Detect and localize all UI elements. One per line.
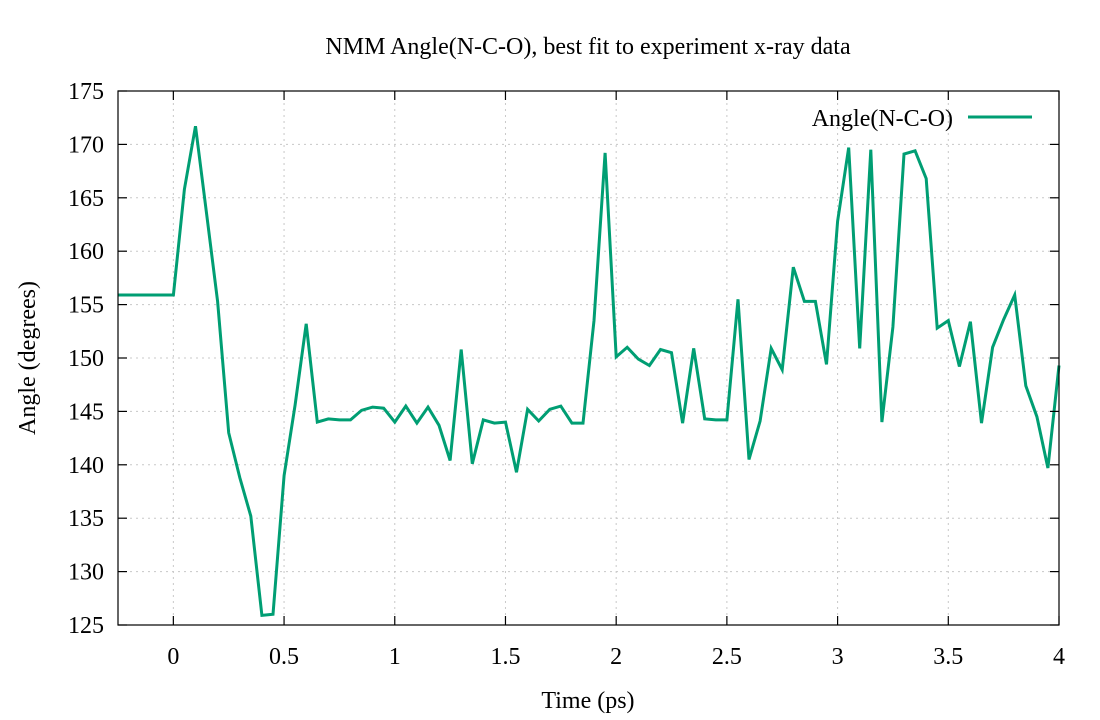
x-tick-label: 0 — [167, 644, 179, 670]
x-axis-label: Time (ps) — [541, 688, 634, 714]
grid — [118, 91, 1060, 625]
legend-label: Angle(N-C-O) — [812, 106, 953, 132]
y-tick-label: 125 — [68, 613, 104, 639]
series-line — [118, 125, 1061, 618]
y-tick-label: 175 — [68, 79, 104, 105]
x-tick-label: 3.5 — [933, 644, 963, 670]
x-tick-label: 1 — [389, 644, 401, 670]
y-tick-label: 135 — [68, 506, 104, 532]
series-layer — [118, 125, 1061, 618]
y-tick-label: 165 — [68, 186, 104, 212]
y-axis-label: Angle (degrees) — [15, 281, 41, 435]
y-tick-label: 160 — [68, 239, 104, 265]
y-tick-label: 145 — [68, 399, 104, 425]
chart-title: NMM Angle(N-C-O), best fit to experiment… — [325, 34, 851, 60]
y-tick-label: 155 — [68, 293, 104, 319]
y-tick-label: 150 — [68, 346, 104, 372]
x-tick-label: 1.5 — [490, 644, 520, 670]
axis-ticks — [118, 90, 1060, 626]
x-tick-label: 2.5 — [712, 644, 742, 670]
y-tick-label: 170 — [68, 132, 104, 158]
x-tick-label: 3 — [832, 644, 844, 670]
y-tick-label: 130 — [68, 560, 104, 586]
x-tick-label: 2 — [610, 644, 622, 670]
axis-tick-labels: 0 0.5 1 1.5 2 2.5 3 3.5 4 125 130 135 140 145 150 155 16… — [68, 79, 1065, 670]
y-tick-label: 140 — [68, 453, 104, 479]
x-tick-label: 0.5 — [269, 644, 299, 670]
legend: Angle(N-C-O) — [812, 106, 1032, 132]
x-tick-label: 4 — [1053, 644, 1065, 670]
